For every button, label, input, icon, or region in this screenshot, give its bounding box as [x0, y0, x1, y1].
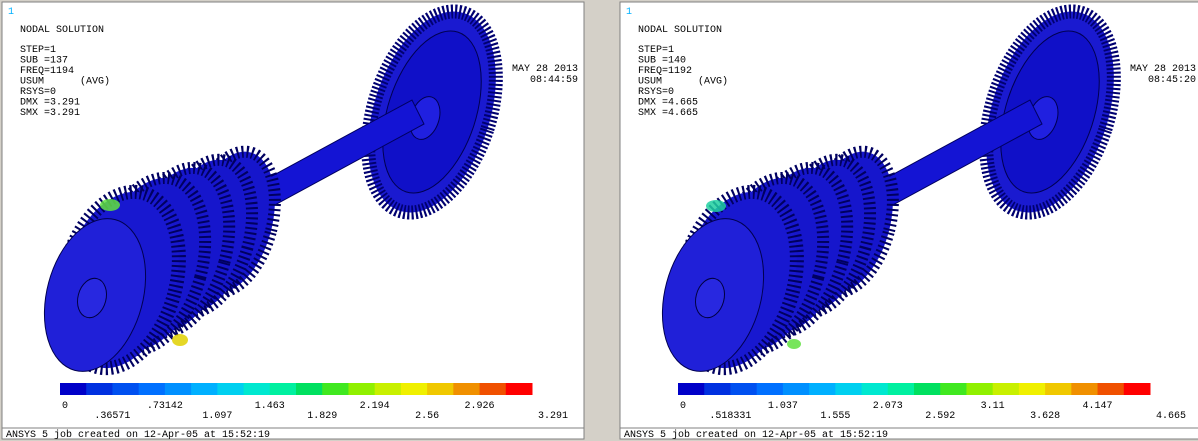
legend-swatch	[993, 383, 1020, 395]
legend-swatch	[730, 383, 757, 395]
legend-label: .73142	[147, 401, 183, 412]
legend-swatch	[322, 383, 349, 395]
solution-info: SMX =3.291	[20, 108, 80, 119]
legend-label: 1.829	[307, 411, 337, 422]
hot-spot	[706, 200, 726, 212]
legend-swatch	[1098, 383, 1125, 395]
legend-label: .36571	[94, 411, 130, 422]
legend-swatch	[1045, 383, 1072, 395]
legend-swatch	[139, 383, 166, 395]
solution-info: USUM (AVG)	[638, 76, 728, 88]
solution-info: DMX =4.665	[638, 98, 698, 109]
legend-swatch	[375, 383, 402, 395]
hot-spot	[172, 334, 188, 346]
legend-label: 2.592	[925, 411, 955, 422]
legend-label: 1.555	[820, 411, 850, 422]
job-footer: ANSYS 5 job created on 12-Apr-05 at 15:5…	[6, 429, 270, 441]
legend-swatch	[835, 383, 862, 395]
legend-swatch	[453, 383, 480, 395]
legend-swatch	[401, 383, 428, 395]
legend-label: 1.463	[255, 401, 285, 412]
legend-swatch	[1124, 383, 1151, 395]
solution-info: STEP=1	[638, 45, 674, 56]
legend-label: 3.11	[981, 401, 1005, 412]
window-number: 1	[8, 7, 14, 18]
plot-title: NODAL SOLUTION	[638, 25, 722, 36]
solution-info: SUB =140	[638, 56, 686, 67]
legend-swatch	[1071, 383, 1098, 395]
screen: 1NODAL SOLUTIONSTEP=1SUB =137FREQ=1194US…	[0, 0, 1198, 441]
legend-swatch	[809, 383, 836, 395]
window-number: 1	[626, 7, 632, 18]
legend-label: 1.097	[202, 411, 232, 422]
plot-date: MAY 28 2013	[1130, 64, 1196, 75]
legend-label: 2.073	[873, 401, 903, 412]
legend-label: 2.56	[415, 411, 439, 422]
solution-info: SMX =4.665	[638, 108, 698, 119]
job-footer: ANSYS 5 job created on 12-Apr-05 at 15:5…	[624, 429, 888, 441]
hot-spot	[787, 339, 801, 349]
legend-swatch	[244, 383, 271, 395]
solution-info: DMX =3.291	[20, 98, 80, 109]
solution-info: FREQ=1194	[20, 66, 74, 77]
hot-spot	[100, 199, 120, 211]
legend-swatch	[940, 383, 967, 395]
solution-info: FREQ=1192	[638, 66, 692, 77]
plot-title: NODAL SOLUTION	[20, 25, 104, 36]
plot-time: 08:45:20	[1148, 75, 1196, 86]
legend-swatch	[480, 383, 507, 395]
legend-swatch	[888, 383, 915, 395]
legend-swatch	[60, 383, 87, 395]
plot-time: 08:44:59	[530, 75, 578, 86]
legend-label: 2.194	[360, 401, 390, 412]
legend-swatch	[704, 383, 731, 395]
solution-info: USUM (AVG)	[20, 76, 110, 88]
solution-info: STEP=1	[20, 45, 56, 56]
solution-info: RSYS=0	[638, 87, 674, 98]
legend-swatch	[348, 383, 375, 395]
legend-swatch	[506, 383, 533, 395]
legend-swatch	[783, 383, 810, 395]
legend-swatch	[1019, 383, 1046, 395]
solution-info: RSYS=0	[20, 87, 56, 98]
legend-label: 1.037	[768, 401, 798, 412]
legend-swatch	[296, 383, 323, 395]
legend-swatch	[270, 383, 297, 395]
solution-info: SUB =137	[20, 56, 68, 67]
legend-label: 4.665	[1156, 411, 1186, 422]
legend-swatch	[86, 383, 113, 395]
legend-swatch	[914, 383, 941, 395]
legend-swatch	[862, 383, 889, 395]
legend-swatch	[191, 383, 218, 395]
legend-label: 4.147	[1083, 401, 1113, 412]
legend-swatch	[966, 383, 993, 395]
legend-label: 2.926	[465, 401, 495, 412]
legend-label: 0	[62, 401, 68, 412]
legend-label: 3.291	[538, 411, 568, 422]
legend-label: 3.628	[1030, 411, 1060, 422]
legend-swatch	[757, 383, 784, 395]
legend-swatch	[217, 383, 244, 395]
legend-swatch	[112, 383, 139, 395]
legend-swatch	[427, 383, 454, 395]
legend-swatch	[678, 383, 705, 395]
plot-date: MAY 28 2013	[512, 64, 578, 75]
legend-label: 0	[680, 401, 686, 412]
legend-label: .518331	[709, 411, 751, 422]
legend-swatch	[165, 383, 192, 395]
